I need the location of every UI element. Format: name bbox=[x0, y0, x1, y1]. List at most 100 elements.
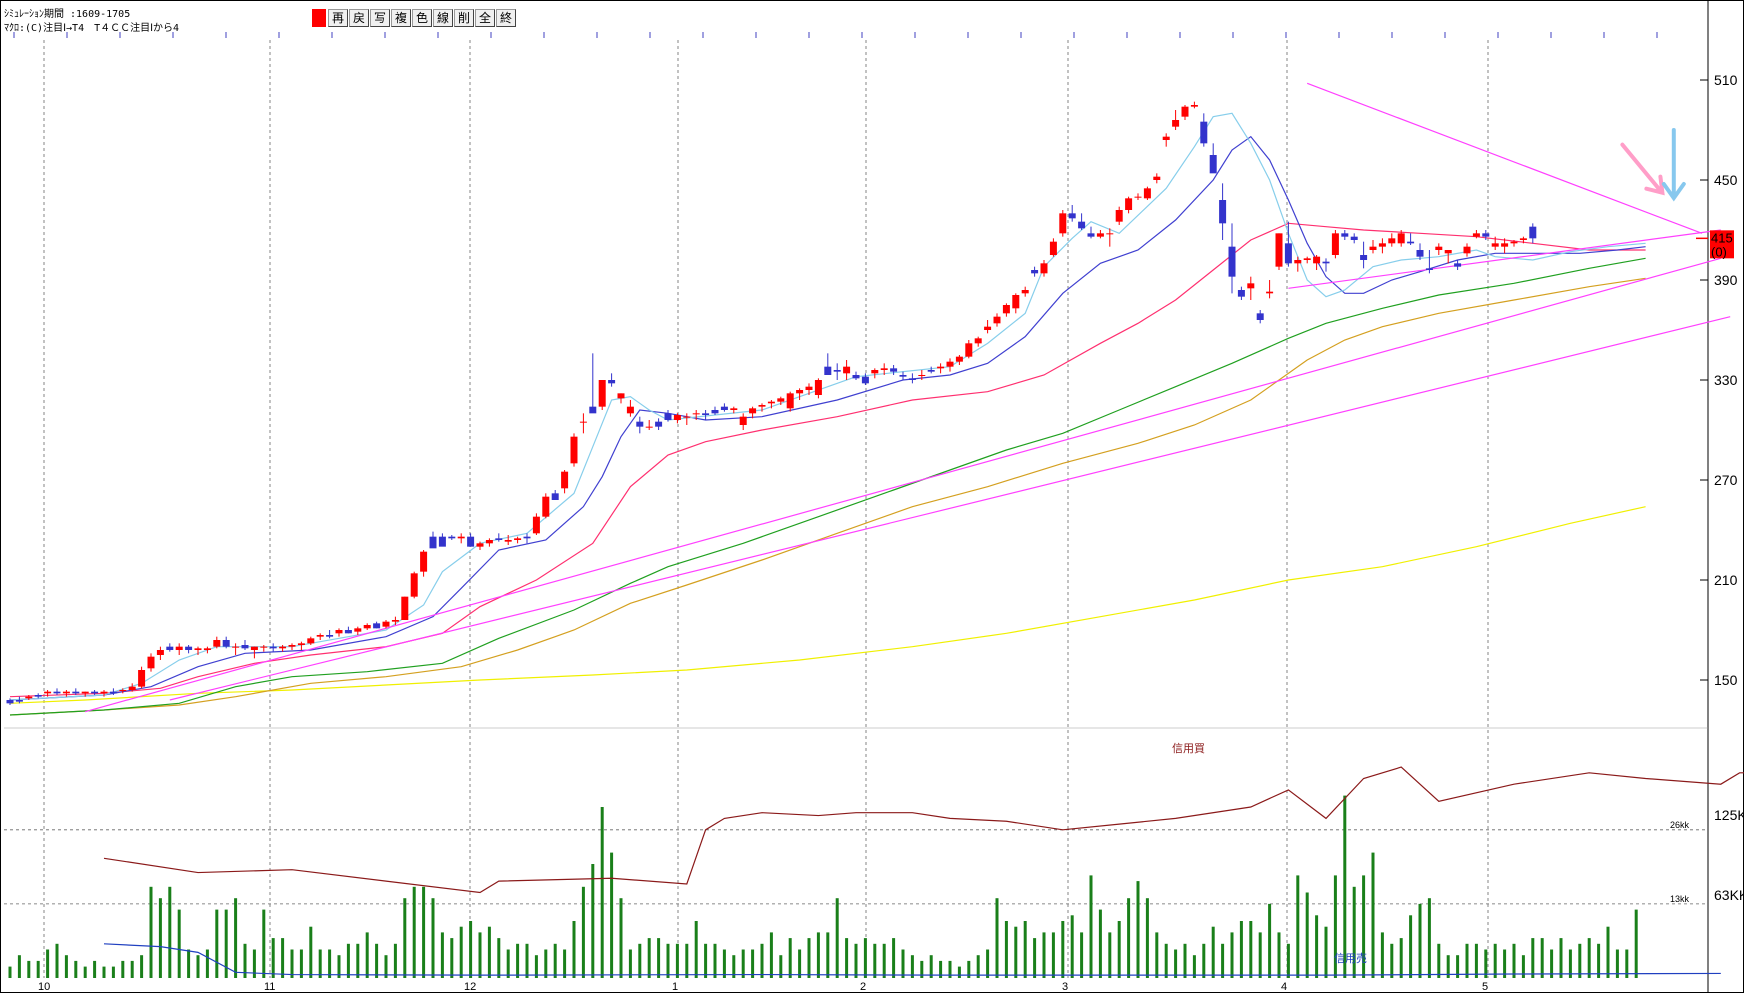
volume-bar bbox=[1164, 943, 1168, 978]
volume-bar bbox=[1136, 881, 1140, 978]
volume-bar bbox=[816, 932, 820, 978]
volume-bar bbox=[873, 943, 877, 978]
candle-body bbox=[156, 650, 164, 655]
candle-body bbox=[532, 516, 540, 534]
candle-body bbox=[109, 691, 117, 694]
volume-bar bbox=[1192, 955, 1196, 978]
y-tick-label: 510 bbox=[1714, 72, 1738, 88]
margin-buy-line bbox=[103, 766, 1744, 894]
candle-body bbox=[1049, 241, 1057, 255]
candle-body bbox=[918, 375, 926, 376]
candle-body bbox=[203, 648, 211, 650]
volume-bar bbox=[121, 960, 125, 978]
candle-body bbox=[1360, 255, 1368, 260]
volume-bar bbox=[234, 898, 238, 978]
candle-body bbox=[1219, 200, 1227, 224]
candle-body bbox=[147, 656, 155, 669]
volume-bar bbox=[290, 949, 294, 978]
x-tick-label: 10 bbox=[38, 981, 50, 993]
candle-body bbox=[438, 536, 446, 547]
volume-bar bbox=[1211, 926, 1215, 978]
candle-body bbox=[617, 393, 625, 399]
volume-bar bbox=[986, 949, 990, 978]
volume-bar bbox=[1117, 921, 1121, 978]
delete-all-button[interactable]: 全 bbox=[475, 9, 495, 27]
volume-bar bbox=[610, 852, 614, 978]
snapshot-button[interactable]: 写 bbox=[370, 9, 390, 27]
candle-body bbox=[1266, 291, 1274, 294]
undo-button[interactable]: 戻 bbox=[349, 9, 369, 27]
color-swatch-button[interactable] bbox=[312, 9, 326, 27]
color-button[interactable]: 色 bbox=[412, 9, 432, 27]
candle-body bbox=[1190, 105, 1198, 107]
candle-body bbox=[626, 406, 634, 414]
current-price-change: (0) bbox=[1711, 244, 1727, 259]
candle-body bbox=[1275, 233, 1283, 267]
volume-bar bbox=[431, 898, 435, 978]
volume-bar bbox=[863, 938, 867, 978]
volume-bar bbox=[1427, 898, 1431, 978]
volume-bar bbox=[1409, 915, 1413, 978]
volume-bar bbox=[845, 938, 849, 978]
candle-body bbox=[1106, 233, 1114, 235]
volume-bar bbox=[1061, 921, 1065, 978]
candle-body bbox=[570, 436, 578, 464]
volume-bar bbox=[17, 955, 21, 978]
volume-bar bbox=[459, 926, 463, 978]
candle-body bbox=[730, 408, 738, 410]
volume-bar bbox=[1540, 938, 1544, 978]
volume-bar bbox=[356, 943, 360, 978]
exit-button[interactable]: 終 bbox=[496, 9, 516, 27]
duplicate-button[interactable]: 複 bbox=[391, 9, 411, 27]
volume-bar bbox=[1352, 886, 1356, 978]
volume-bar bbox=[187, 949, 191, 978]
y-tick-label: 210 bbox=[1714, 572, 1738, 588]
candle-body bbox=[1040, 263, 1048, 274]
candle-body bbox=[1172, 120, 1180, 127]
candle-body bbox=[15, 700, 23, 702]
candle-body bbox=[1510, 241, 1518, 244]
candle-body bbox=[457, 536, 465, 539]
volume-bar bbox=[1324, 926, 1328, 978]
volume-bar bbox=[619, 898, 623, 978]
candle-body bbox=[429, 536, 437, 549]
replay-button[interactable]: 再 bbox=[328, 9, 348, 27]
candle-body bbox=[1153, 176, 1161, 180]
candle-body bbox=[1143, 188, 1151, 199]
candle-body bbox=[326, 635, 334, 637]
candle-body bbox=[1200, 121, 1208, 144]
volume-bar bbox=[666, 943, 670, 978]
candle-body bbox=[1519, 238, 1527, 240]
candle-body bbox=[1331, 233, 1339, 255]
candle-body bbox=[1021, 290, 1029, 294]
candle-body bbox=[382, 621, 390, 627]
volume-bar bbox=[1521, 955, 1525, 978]
candle-body bbox=[542, 496, 550, 517]
volume-bar bbox=[1503, 949, 1507, 978]
volume-bar bbox=[826, 932, 830, 978]
volume-bar bbox=[1418, 903, 1422, 978]
delete-button[interactable]: 削 bbox=[454, 9, 474, 27]
volume-bar bbox=[1512, 943, 1516, 978]
candle-body bbox=[843, 366, 851, 374]
volume-bar bbox=[685, 943, 689, 978]
candle-body bbox=[354, 628, 362, 632]
candle-body bbox=[363, 625, 371, 629]
candle-body bbox=[335, 630, 343, 634]
candle-body bbox=[1294, 260, 1302, 264]
volume-scale-label: 63KK bbox=[1714, 887, 1744, 903]
volume-bar bbox=[563, 949, 567, 978]
volume-bar bbox=[1051, 932, 1055, 978]
candle-body bbox=[899, 375, 907, 377]
volume-bar bbox=[64, 955, 68, 978]
volume-bar bbox=[657, 938, 661, 978]
candle-body bbox=[579, 421, 587, 423]
candle-body bbox=[1444, 250, 1452, 254]
volume-bar bbox=[365, 932, 369, 978]
candle-body bbox=[890, 368, 898, 372]
volume-bar bbox=[1568, 949, 1572, 978]
volume-bar bbox=[205, 949, 209, 978]
line-tool-button[interactable]: 線 bbox=[433, 9, 453, 27]
trendline bbox=[1306, 82, 1703, 234]
